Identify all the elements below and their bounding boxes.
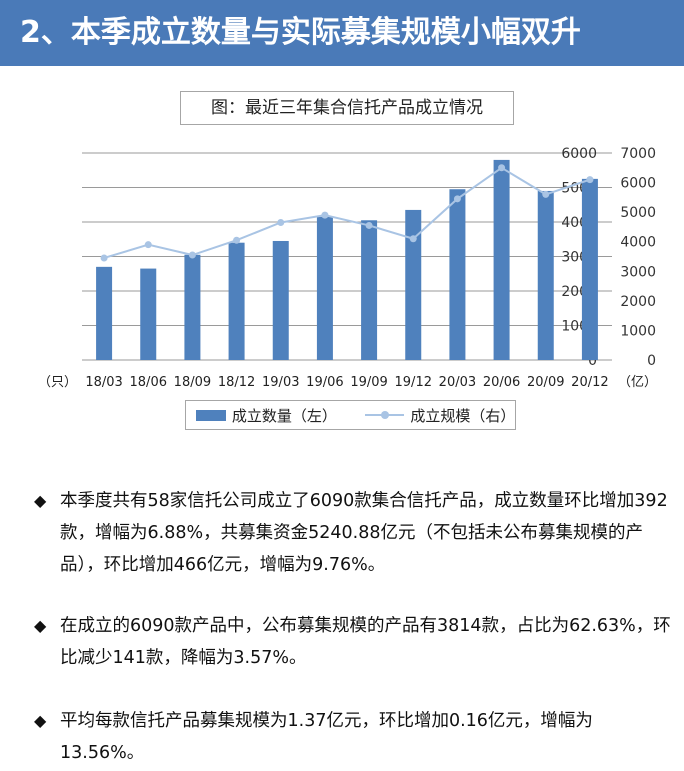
right-tick-label: 4000 (620, 235, 656, 251)
legend-line-label: 成立规模（右） (410, 406, 516, 425)
right-tick-label: 1000 (620, 323, 656, 339)
line-point (498, 164, 506, 172)
bar (184, 254, 201, 360)
right-tick-label: 7000 (620, 146, 656, 162)
section-header: 2、本季成立数量与实际募集规模小幅双升 (0, 0, 684, 66)
category-label: 19/09 (350, 375, 387, 390)
line-point (453, 195, 461, 203)
category-label: 20/06 (483, 375, 520, 390)
category-label: 19/03 (262, 375, 299, 390)
line-point (365, 221, 373, 229)
line-point (586, 176, 594, 184)
category-label: 18/09 (174, 375, 211, 390)
category-label: 18/12 (218, 375, 255, 390)
bullet-item: ◆ 本季度共有58家信托公司成立了6090款集合信托产品，成立数量环比增加392… (34, 485, 674, 581)
bar (96, 266, 113, 360)
right-tick-label: 2000 (620, 294, 656, 310)
right-tick-label: 5000 (620, 205, 656, 221)
left-tick-label: 6000 (561, 146, 597, 162)
bar (537, 190, 554, 360)
diamond-bullet-icon: ◆ (34, 616, 47, 635)
right-axis-unit-label: （亿） (618, 375, 657, 390)
series-line (103, 166, 591, 259)
bar (361, 220, 378, 360)
line-point (542, 190, 550, 198)
bar (316, 216, 333, 360)
category-label: 20/12 (571, 375, 608, 390)
bar (228, 242, 245, 360)
right-tick-label: 6000 (620, 176, 656, 192)
section-title: 2、本季成立数量与实际募集规模小幅双升 (20, 15, 581, 50)
bar (405, 209, 422, 360)
left-tick-label: 0 (588, 353, 597, 369)
bullet-text: 在成立的6090款产品中，公布募集规模的产品有3814款，占比为62.63%，环… (60, 616, 671, 668)
line-point (409, 235, 417, 243)
line-point (144, 241, 152, 249)
category-label: 19/06 (306, 375, 343, 390)
diamond-bullet-icon: ◆ (34, 491, 47, 510)
bar (449, 189, 466, 360)
diamond-bullet-icon: ◆ (34, 711, 47, 730)
line-point (277, 218, 285, 226)
bar (493, 159, 510, 360)
bar (140, 268, 157, 360)
line-point (321, 211, 329, 219)
bullet-item: ◆ 在成立的6090款产品中，公布募集规模的产品有3814款，占比为62.63%… (34, 610, 674, 674)
legend-line-swatch (364, 409, 405, 421)
legend-bar-swatch (196, 409, 226, 421)
chart-title: 图：最近三年集合信托产品成立情况 (180, 91, 514, 125)
right-tick-label: 3000 (620, 264, 656, 280)
bullet-text: 平均每款信托产品募集规模为1.37亿元，环比增加0.16亿元，增幅为13.56%… (60, 711, 593, 763)
right-tick-label: 0 (647, 353, 656, 369)
category-label: 20/09 (527, 375, 564, 390)
bar (581, 178, 598, 360)
line-point (188, 251, 196, 259)
line-point (233, 236, 241, 244)
category-label: 20/03 (439, 375, 476, 390)
category-label: 18/03 (85, 375, 122, 390)
category-label: 19/12 (395, 375, 432, 390)
chart: 0100020003000400050006000010002000300040… (38, 146, 657, 390)
legend-bar-label: 成立数量（左） (231, 406, 337, 425)
bullet-item: ◆ 平均每款信托产品募集规模为1.37亿元，环比增加0.16亿元，增幅为13.5… (34, 705, 674, 769)
line-point (100, 254, 108, 262)
chart-legend: 成立数量（左） 成立规模（右） (185, 400, 516, 430)
bullet-text: 本季度共有58家信托公司成立了6090款集合信托产品，成立数量环比增加392款，… (60, 491, 668, 575)
bar (272, 240, 289, 360)
category-label: 18/06 (130, 375, 167, 390)
left-axis-unit-label: （只） (38, 375, 77, 390)
